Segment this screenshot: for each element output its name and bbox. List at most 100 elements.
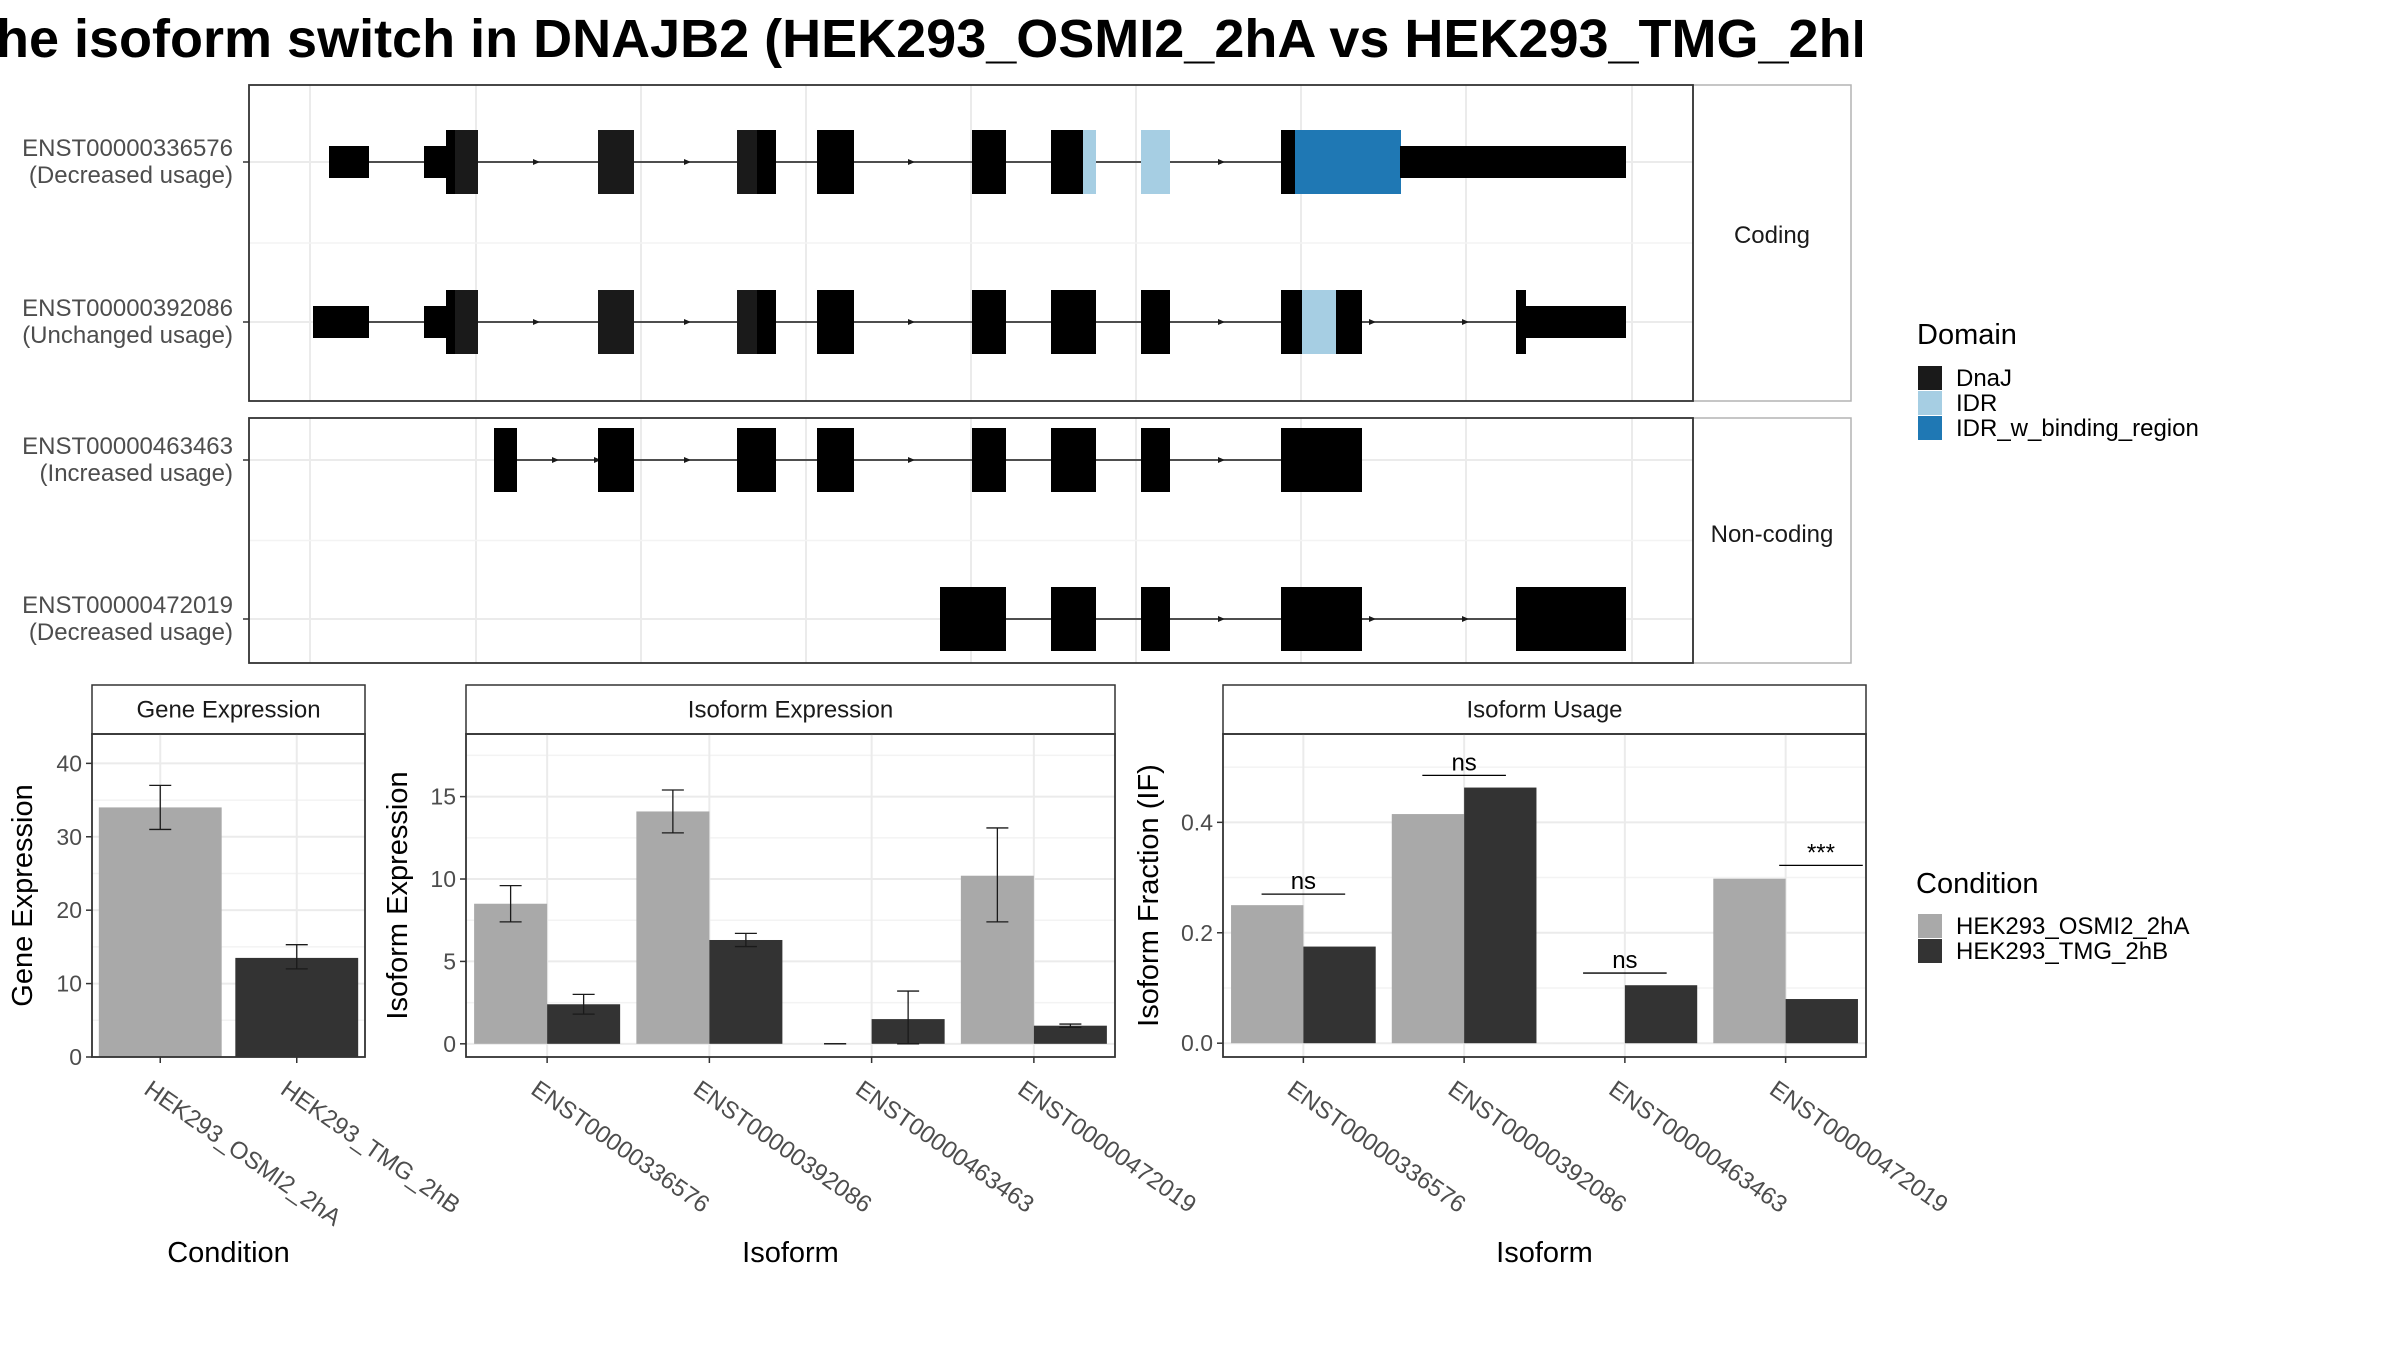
dnaj-domain [455, 130, 478, 194]
exon [817, 130, 854, 194]
condition-legend-title: Condition [1916, 868, 2039, 900]
exon [424, 306, 447, 338]
intron-arrow [684, 457, 691, 463]
x-tick-label: ENST00000472019 [1013, 1076, 1201, 1219]
y-axis-title: Gene Expression [7, 784, 39, 1006]
domain-legend-label: IDR [1956, 390, 1997, 417]
intron-arrow [533, 159, 540, 165]
bar [98, 807, 222, 1057]
intron-arrow [1369, 616, 1376, 622]
x-axis-title: Condition [167, 1237, 290, 1269]
exon [737, 428, 776, 492]
exon [1051, 428, 1096, 492]
exon [1400, 146, 1626, 178]
y-tick-label: 0.2 [1181, 920, 1213, 946]
transcript-id-label: ENST00000472019 [22, 592, 233, 619]
intron-arrow [1218, 319, 1225, 325]
bar [474, 903, 548, 1044]
y-tick-label: 15 [430, 784, 456, 810]
title-clip-mask [1862, 0, 2400, 78]
exon [1516, 290, 1526, 354]
dnaj-domain [455, 290, 478, 354]
y-tick-label: 0 [69, 1044, 82, 1070]
intron-arrow [533, 319, 540, 325]
exon [424, 146, 447, 178]
exon [972, 290, 1006, 354]
exon [757, 130, 776, 194]
isoform-expression-panel: Isoform Expression051015ENST00000336576E… [382, 684, 1201, 1269]
domain-legend-swatch [1918, 416, 1942, 440]
exon [1141, 428, 1170, 492]
exon [972, 428, 1006, 492]
significance-label: ns [1612, 947, 1637, 974]
exon [1526, 306, 1626, 338]
bar [709, 939, 783, 1044]
exon [1141, 587, 1170, 651]
panel-border [465, 733, 1116, 1058]
exon [757, 290, 776, 354]
y-tick-label: 10 [56, 971, 82, 997]
domain-legend-swatch [1918, 391, 1942, 415]
exon [817, 428, 854, 492]
panel-strip [465, 684, 1116, 735]
intron-arrow [908, 457, 915, 463]
intron-arrow [1218, 616, 1225, 622]
panel-border [248, 417, 1694, 664]
transcript-usage-label: (Decreased usage) [29, 162, 233, 189]
panel-strip [91, 684, 366, 735]
y-tick-label: 0.4 [1181, 809, 1213, 835]
idr-domain [1141, 130, 1170, 194]
transcript-id-label: ENST00000463463 [22, 433, 233, 460]
exon [1281, 130, 1295, 194]
transcript-usage-label: (Unchanged usage) [22, 322, 233, 349]
transcript-structure-plot: CodingNon-codingENST00000336576(Decrease… [22, 84, 1852, 664]
y-tick-label: 5 [443, 948, 456, 974]
exon [940, 587, 1006, 651]
intron-arrow [1218, 457, 1225, 463]
panel-title: Isoform Expression [688, 697, 893, 724]
intron-arrow [908, 319, 915, 325]
panel-border [248, 84, 1694, 402]
y-tick-label: 40 [56, 750, 82, 776]
condition-legend-swatch [1918, 939, 1942, 963]
x-tick-label: ENST00000336576 [526, 1076, 714, 1219]
exon [1281, 428, 1362, 492]
y-tick-label: 0 [443, 1031, 456, 1057]
intron-arrow [1218, 159, 1225, 165]
facet-strip-label: Coding [1734, 222, 1810, 249]
idr-domain [1083, 130, 1096, 194]
significance-label: ns [1451, 749, 1476, 776]
bar [1391, 814, 1465, 1044]
y-tick-label: 20 [56, 897, 82, 923]
x-tick-label: ENST00000463463 [1604, 1076, 1792, 1219]
isoform-usage-panel: Isoform Usage 0.0 0.2 0.4 ns ns ns *** ENST00000… [1133, 684, 1953, 1269]
facet-strip [1692, 417, 1852, 664]
bar [1624, 985, 1698, 1044]
intron-arrow [908, 159, 915, 165]
exon [1281, 290, 1302, 354]
bar [1713, 878, 1786, 1044]
domain-legend-label: IDR_w_binding_region [1956, 415, 2199, 442]
dnaj-domain [737, 290, 757, 354]
bar [235, 957, 359, 1057]
idr-domain [1302, 290, 1336, 354]
condition-legend-label: HEK293_TMG_2hB [1956, 938, 2168, 965]
y-axis-title: Isoform Expression [382, 771, 414, 1019]
y-tick-label: 30 [56, 824, 82, 850]
bar [1785, 999, 1858, 1044]
intron-arrow [594, 457, 601, 463]
exon [494, 428, 517, 492]
exon [1051, 290, 1096, 354]
facet-strip [1692, 84, 1852, 402]
transcript-usage-label: (Decreased usage) [29, 619, 233, 646]
exon [972, 130, 1006, 194]
panel-border [1222, 733, 1867, 1058]
domain-legend-label: DnaJ [1956, 365, 2012, 392]
bar [1464, 787, 1537, 1044]
y-tick-label: 0.0 [1181, 1030, 1213, 1056]
x-axis-title: Isoform [742, 1237, 839, 1269]
exon [1141, 290, 1170, 354]
